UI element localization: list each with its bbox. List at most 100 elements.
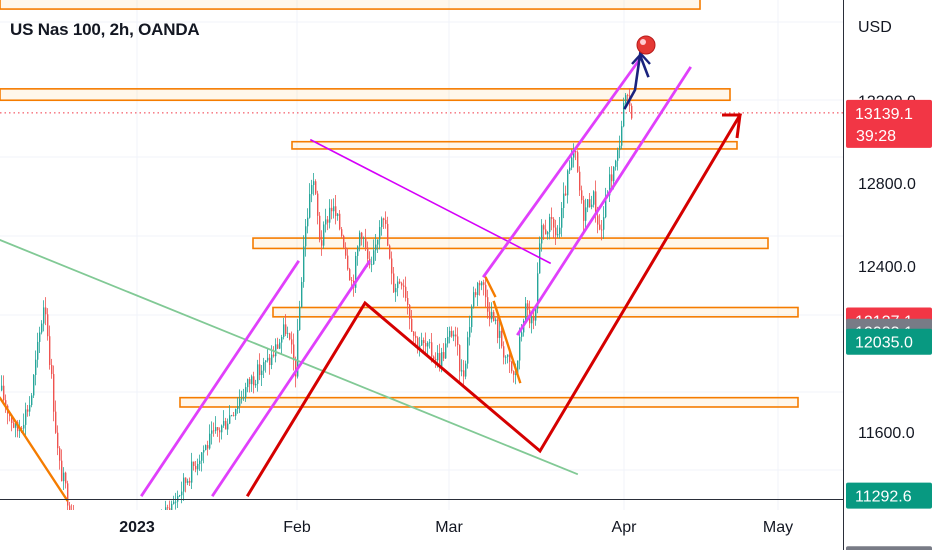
price-tag-label: 12035.0 xyxy=(855,335,913,352)
price-tag xyxy=(846,99,932,148)
candle-body xyxy=(575,151,577,153)
candle-body xyxy=(3,385,5,401)
red-zigzag-arrow xyxy=(245,112,743,498)
candle-body xyxy=(587,199,589,208)
candle-body xyxy=(563,193,565,209)
candle-body xyxy=(395,288,397,293)
price-tag-label: 13139.1 xyxy=(855,106,913,123)
candle-body xyxy=(415,335,417,338)
candle-body xyxy=(543,225,545,230)
candle-body xyxy=(255,383,257,386)
candle-body xyxy=(631,105,633,119)
candle-body xyxy=(325,219,327,225)
candle-body xyxy=(617,150,619,161)
magenta-channel-upper xyxy=(140,260,300,497)
candle-body xyxy=(487,297,489,312)
magenta-descending-line xyxy=(309,138,552,265)
candle-body xyxy=(577,152,579,172)
candle-body xyxy=(391,258,393,274)
candle-body xyxy=(495,319,497,321)
candle-body xyxy=(263,362,265,371)
candle-body xyxy=(439,352,441,367)
candle-body xyxy=(341,229,343,236)
candle-body xyxy=(373,250,375,265)
red-ball-highlight xyxy=(640,39,646,45)
candle-body xyxy=(589,199,591,208)
magenta-channel-lower xyxy=(516,66,692,336)
candle-body xyxy=(57,432,59,449)
candle-body xyxy=(453,334,455,337)
candle-body xyxy=(249,379,251,385)
candle-body xyxy=(285,324,287,335)
candle-body xyxy=(503,346,505,358)
candle-body xyxy=(533,316,535,321)
candle-body xyxy=(393,273,395,293)
candle-body xyxy=(23,424,25,429)
candle-body xyxy=(177,496,179,502)
candle-body xyxy=(317,193,319,216)
candle-body xyxy=(181,491,183,496)
candle-body xyxy=(445,343,447,359)
candle-body xyxy=(573,151,575,158)
candle-body xyxy=(565,193,567,196)
candle-body xyxy=(367,247,369,259)
candle-body xyxy=(431,342,433,357)
candle-body xyxy=(401,283,403,286)
candle-body xyxy=(551,217,553,219)
candle-body xyxy=(379,227,381,240)
candle-body xyxy=(499,330,501,338)
candle-body xyxy=(287,333,289,335)
candle-body xyxy=(619,145,621,151)
candle-body xyxy=(343,235,345,248)
green-trendline xyxy=(0,239,579,476)
candle-body xyxy=(269,357,271,365)
candle-body xyxy=(377,239,379,245)
candle-body xyxy=(561,208,563,228)
candle-body xyxy=(63,472,65,482)
candle-body xyxy=(321,240,323,246)
candle-body xyxy=(55,411,57,433)
candle-body xyxy=(365,238,367,248)
candle-body xyxy=(337,213,339,216)
candle-body xyxy=(253,376,255,386)
candle-body xyxy=(485,284,487,298)
candle-body xyxy=(555,227,557,236)
candle-body xyxy=(31,395,33,406)
time-tick-label: Apr xyxy=(612,519,638,536)
candle-body xyxy=(283,324,285,338)
candle-body xyxy=(569,167,571,171)
candle-body xyxy=(537,273,539,309)
candle-body xyxy=(557,234,559,236)
time-tick-label: 2023 xyxy=(119,519,155,536)
candle-body xyxy=(405,286,407,298)
candle-body xyxy=(375,244,377,251)
candle-body xyxy=(53,374,55,412)
candle-body xyxy=(293,344,295,360)
candle-body xyxy=(505,356,507,358)
candle-body xyxy=(381,218,383,228)
candle-body xyxy=(437,352,439,361)
candle-body xyxy=(413,331,415,336)
candle-body xyxy=(389,245,391,259)
candle-body xyxy=(477,282,479,296)
candle-body xyxy=(227,423,229,430)
draw-layer xyxy=(0,35,743,502)
candle-body xyxy=(171,503,173,516)
candle-body xyxy=(465,363,467,377)
time-tick-label: May xyxy=(763,519,793,536)
candle-body xyxy=(509,354,511,362)
candle-body xyxy=(525,303,527,321)
candle-body xyxy=(613,166,615,182)
navy-arrow xyxy=(623,49,650,110)
candle-body xyxy=(483,282,485,285)
candle-body xyxy=(497,319,499,338)
candle-body xyxy=(273,354,275,357)
candle-body xyxy=(593,191,595,205)
price-axis-bg xyxy=(843,0,932,550)
candle-body xyxy=(491,312,493,320)
candle-body xyxy=(541,225,543,244)
candle-body xyxy=(315,181,317,194)
candle-body xyxy=(455,334,457,337)
time-axis-bg xyxy=(0,510,843,550)
